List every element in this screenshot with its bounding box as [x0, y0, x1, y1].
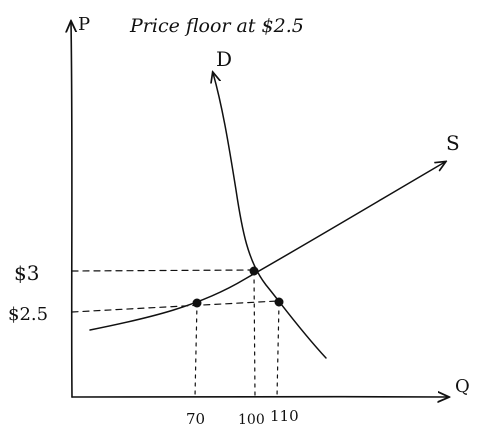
supply-at-floor-point — [192, 298, 202, 308]
quantity-70-guide — [194, 302, 198, 398]
quantity-tick-70: 70 — [186, 410, 205, 428]
equilibrium-point — [249, 266, 259, 276]
x-axis — [71, 397, 448, 398]
demand-label: D — [216, 47, 232, 71]
y-axis-label: P — [78, 14, 90, 35]
price-tick-3: $3 — [14, 261, 39, 285]
diagram-title: Price floor at $2.5 — [129, 15, 304, 37]
quantity-110-guide — [276, 302, 280, 398]
demand-curve — [213, 73, 327, 359]
quantity-tick-110: 110 — [270, 407, 299, 425]
price-tick-2-5: $2.5 — [8, 304, 48, 325]
price-3-guide — [71, 269, 255, 272]
price-floor-guide — [71, 300, 279, 313]
y-axis — [71, 22, 72, 398]
supply-label: S — [446, 131, 460, 155]
x-axis-label: Q — [455, 376, 470, 397]
quantity-100-guide — [253, 271, 256, 398]
quantity-tick-100: 100 — [238, 412, 265, 428]
demand-at-floor-point — [274, 297, 284, 307]
supply-curve — [89, 162, 445, 331]
